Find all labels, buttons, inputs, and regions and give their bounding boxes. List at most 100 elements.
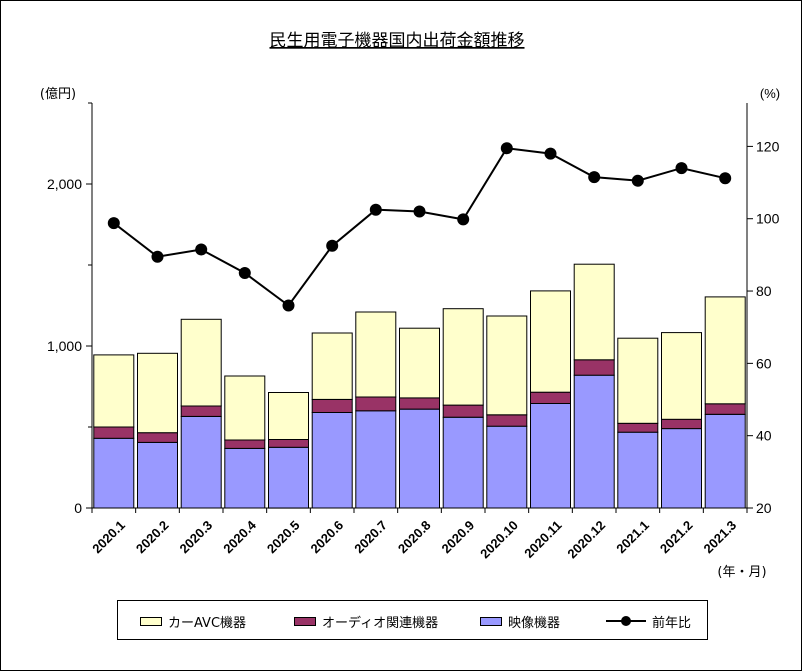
bar-2020.11-series-2	[530, 290, 571, 393]
bar-2020.6-series-1	[311, 399, 353, 413]
legend-label-car-avc: カーAVC機器	[168, 615, 247, 631]
legend-marker-yoy	[606, 615, 646, 627]
yoy-point-2020.7	[369, 203, 382, 216]
y2-tick-label-60: 60	[756, 355, 772, 371]
bar-2020.2-series-0	[137, 441, 178, 509]
line-layer	[107, 142, 732, 312]
bar-2020.9-series-2	[442, 308, 484, 406]
yoy-point-2020.3	[195, 243, 208, 256]
right-axis-unit: (%)	[760, 86, 780, 101]
bar-2020.10-series-2	[486, 315, 528, 416]
yoy-point-2020.5	[282, 299, 295, 312]
legend-label-audio: オーディオ関連機器	[322, 615, 439, 631]
yoy-point-2020.8	[413, 205, 426, 218]
bar-2020.4-series-2	[224, 375, 266, 441]
x-tick-label-2020.3: 2020.3	[177, 518, 216, 557]
bar-2020.11-series-0	[530, 403, 571, 509]
bar-2020.12-series-2	[573, 263, 615, 361]
y-tick-label-0: 0	[74, 500, 82, 516]
bar-2020.3-series-1	[180, 405, 222, 417]
x-tick-label-2020.9: 2020.9	[439, 518, 478, 557]
y2-tick-label-100: 100	[756, 211, 780, 227]
y2-tick-label-80: 80	[756, 283, 772, 299]
yoy-point-2021.3	[719, 172, 732, 185]
yoy-point-2021.1	[631, 174, 644, 187]
legend-item-audio: オーディオ関連機器	[294, 613, 439, 631]
x-tick-label-2020.2: 2020.2	[133, 518, 172, 557]
legend-item-yoy: 前年比	[606, 613, 692, 631]
y-tick-label-1000: 1,000	[47, 338, 82, 354]
legend: カーAVC機器 オーディオ関連機器 映像機器 前年比	[117, 600, 708, 640]
bar-2020.9-series-1	[442, 404, 484, 418]
bar-2020.10-series-0	[486, 425, 528, 509]
x-tick-label-2020.6: 2020.6	[308, 518, 347, 557]
bar-2020.7-series-1	[355, 396, 397, 412]
bar-2020.8-series-0	[399, 408, 440, 509]
x-tick-label-2020.5: 2020.5	[264, 518, 303, 557]
bar-2020.4-series-0	[224, 447, 266, 509]
bar-2020.10-series-1	[486, 414, 528, 427]
bar-2020.7-series-0	[355, 410, 397, 509]
legend-item-car-avc: カーAVC機器	[140, 613, 247, 631]
yoy-point-2021.2	[675, 162, 688, 175]
yoy-point-2020.2	[151, 250, 164, 263]
bar-2020.1-series-0	[93, 437, 135, 509]
x-tick-labels: 2020.1 2020.2 2020.3 2020.4 2020.5 2020.6 2020…	[89, 517, 739, 561]
yoy-point-2020.12	[588, 171, 601, 184]
bar-2020.8-series-2	[399, 327, 440, 399]
bar-2021.3-series-1	[704, 403, 746, 415]
left-axis-unit: (億円)	[40, 86, 76, 102]
x-tick-label-2020.10: 2020.10	[477, 518, 521, 562]
legend-item-video: 映像機器	[480, 613, 561, 631]
bar-2020.1-series-1	[93, 426, 135, 439]
bar-2020.9-series-0	[442, 416, 484, 509]
x-tick-label-2021.3: 2021.3	[701, 518, 740, 557]
bar-layer	[93, 263, 746, 509]
bar-2021.3-series-2	[704, 296, 746, 405]
bar-2021.2-series-0	[661, 428, 702, 509]
legend-label-video: 映像機器	[508, 615, 561, 631]
bar-2020.8-series-1	[399, 397, 440, 410]
bar-2021.3-series-0	[704, 413, 746, 509]
bar-2020.12-series-1	[573, 359, 615, 376]
yoy-point-2020.9	[457, 213, 470, 226]
bar-2020.6-series-2	[311, 332, 353, 400]
x-axis-unit: (年・月)	[717, 565, 766, 580]
yoy-line	[113, 147, 726, 307]
yoy-point-2020.10	[500, 142, 513, 155]
bar-2020.2-series-1	[137, 432, 178, 443]
x-tick-label-2020.7: 2020.7	[351, 518, 390, 557]
x-tick-label-2020.1: 2020.1	[89, 518, 128, 557]
x-tick-label-2021.2: 2021.2	[657, 518, 696, 557]
x-tick-label-2021.1: 2021.1	[613, 518, 652, 557]
bar-2021.2-series-1	[661, 418, 702, 430]
bar-2020.4-series-1	[224, 439, 266, 449]
bar-2020.5-series-0	[268, 446, 309, 509]
bar-2021.2-series-2	[661, 332, 702, 420]
bar-2020.2-series-2	[137, 352, 178, 434]
axes-layer: 0 1,000 2,000 20 40 60 80 100 120	[47, 102, 780, 516]
x-tick-label-2020.8: 2020.8	[395, 518, 434, 557]
y2-tick-label-40: 40	[756, 428, 772, 444]
legend-swatch-audio	[294, 616, 316, 626]
bar-2020.5-series-1	[268, 439, 309, 448]
bar-2020.3-series-2	[180, 318, 222, 407]
x-tick-label-2020.4: 2020.4	[220, 517, 259, 556]
bar-2020.5-series-2	[268, 392, 309, 440]
legend-swatch-video	[480, 616, 502, 626]
yoy-point-2020.1	[107, 217, 120, 230]
bar-2020.1-series-2	[93, 354, 135, 428]
y-tick-label-2000: 2,000	[47, 176, 82, 192]
bar-2021.1-series-0	[617, 431, 659, 509]
bar-2020.7-series-2	[355, 311, 397, 398]
yoy-point-2020.6	[326, 239, 339, 252]
yoy-point-2020.11	[544, 147, 557, 160]
bar-2020.6-series-0	[311, 411, 353, 509]
x-tick-label-2020.11: 2020.11	[521, 518, 564, 561]
bar-2021.1-series-1	[617, 422, 659, 433]
chart-title: 民生用電子機器国内出荷金額推移	[270, 31, 525, 51]
y2-tick-label-20: 20	[756, 500, 772, 516]
legend-label-yoy: 前年比	[652, 615, 692, 631]
x-tick-label-2020.12: 2020.12	[564, 518, 608, 562]
